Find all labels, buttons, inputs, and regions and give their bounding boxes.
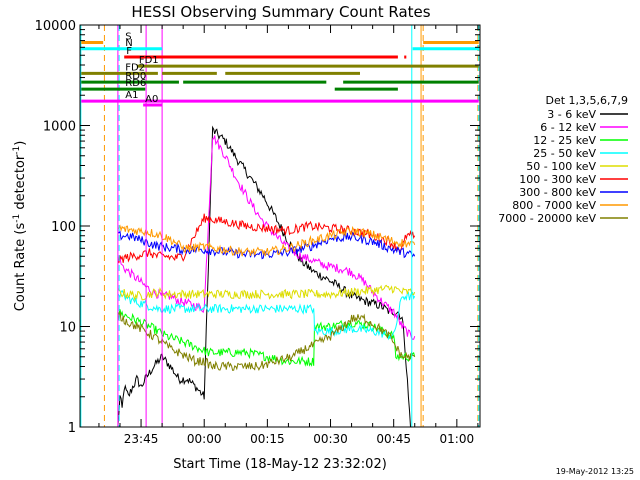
legend-label-7: 300 - 800 keV <box>519 186 596 199</box>
series-line-5 <box>117 284 416 302</box>
legend-label-1: 3 - 6 keV <box>547 108 596 121</box>
x-tick-label-3: 00:15 <box>250 432 285 446</box>
x-axis-label: Start Time (18-May-12 23:32:02) <box>173 457 387 472</box>
legend-label-5: 50 - 100 keV <box>526 160 596 173</box>
series-line-2 <box>117 135 416 340</box>
legend-label-9: 7000 - 20000 keV <box>498 212 596 225</box>
x-tick-label-2: 00:00 <box>187 432 222 446</box>
x-tick-label-1: 23:45 <box>124 432 159 446</box>
x-tick-label-4: 00:30 <box>313 432 348 446</box>
legend-label-4: 25 - 50 keV <box>533 147 596 160</box>
flag-label-fd1: FD1 <box>139 55 159 66</box>
flag-label-rd6: RD6 <box>125 78 146 89</box>
y-tick-label-4: 1000 <box>43 120 76 135</box>
y-tick-label-5: 10000 <box>35 19 76 34</box>
series-line-3 <box>117 309 416 367</box>
flag-label-a1: A1 <box>125 90 138 101</box>
legend-label-2: 6 - 12 keV <box>540 121 596 134</box>
flag-label-fd2: FD2 <box>125 62 145 73</box>
flag-label-f: F <box>126 46 132 57</box>
flag-label-s: S <box>125 31 131 42</box>
x-tick-label-5: 00:45 <box>376 432 411 446</box>
y-axis-label-exp2: -1 <box>12 146 22 155</box>
date-stamp: 19-May-2012 13:25 <box>556 467 634 476</box>
y-tick-label-2: 10 <box>59 321 76 336</box>
series-line-9 <box>117 312 416 372</box>
series-line-8 <box>117 224 416 257</box>
series-layer <box>117 125 416 428</box>
vline-layer <box>80 25 480 427</box>
series-line-4 <box>117 289 416 341</box>
y-axis-label: Count Rate (s-1 detector-1) <box>12 141 28 312</box>
y-axis-label-main: Count Rate (s <box>13 223 28 312</box>
legend-title: Det 1,3,5,6,7,9 <box>545 94 628 107</box>
x-tick-label-6: 01:00 <box>440 432 475 446</box>
y-axis-label-end: ) <box>13 141 28 146</box>
series-line-6 <box>117 213 416 264</box>
y-axis-label-mid: detector <box>13 154 28 214</box>
legend-label-6: 100 - 300 keV <box>519 173 596 186</box>
axis-layer: 23:45 00:00 00:15 00:30 00:45 01:00 1 10 100 1000… <box>35 19 480 446</box>
y-tick-label-3: 100 <box>51 220 76 235</box>
series-line-1 <box>117 125 411 428</box>
y-tick-label-1: 1 <box>68 421 76 436</box>
flag-label-n: N <box>125 38 132 49</box>
flag-label-a0: A0 <box>145 94 158 105</box>
flag-label-rd0: RD0 <box>125 71 146 82</box>
legend-label-8: 800 - 7000 keV <box>512 199 596 212</box>
chart-title: HESSI Observing Summary Count Rates <box>131 3 430 21</box>
legend-label-3: 12 - 25 keV <box>533 134 596 147</box>
series-line-7 <box>117 230 416 260</box>
y-axis-label-exp1: -1 <box>12 214 22 223</box>
